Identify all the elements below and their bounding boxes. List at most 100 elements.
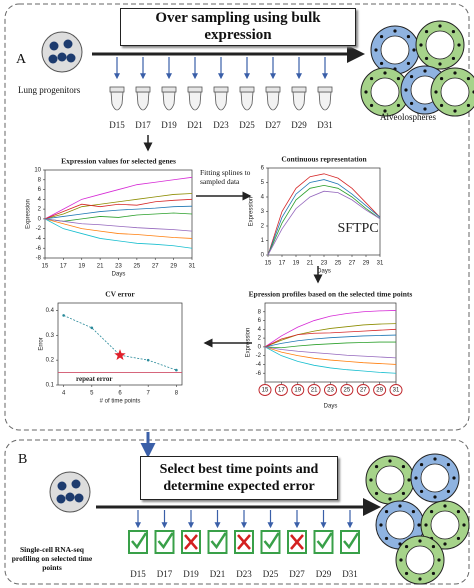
nucleus (466, 76, 471, 81)
chart-title: Epression profiles based on the selected… (249, 290, 413, 299)
series-line (264, 328, 397, 348)
x-tick-label: 31 (377, 261, 384, 267)
tube-cap (239, 86, 255, 93)
x-tick-label: 29 (363, 261, 370, 267)
cell (63, 39, 73, 49)
nucleus (457, 43, 461, 47)
y-tick-label: 0.1 (46, 383, 55, 389)
x-tick-label: 17 (278, 388, 285, 394)
cell-cluster (49, 471, 91, 513)
y-tick-label: 4 (38, 197, 42, 203)
y-tick-label: 0.3 (46, 333, 55, 339)
check-mark (210, 532, 227, 550)
x-tick-label: 29 (376, 388, 383, 394)
nucleus (369, 478, 373, 482)
x-axis-label: Days (112, 272, 126, 278)
nucleus (443, 504, 447, 508)
cell-cluster (41, 31, 83, 73)
nucleus (404, 571, 409, 576)
x-axis-label: # of time points (100, 399, 141, 405)
day-label: D31 (342, 569, 358, 579)
nucleus (374, 464, 379, 469)
nucleus (438, 24, 442, 28)
nucleus (388, 497, 392, 501)
sphere-lumen (430, 510, 460, 540)
nucleus (429, 509, 434, 514)
cell (71, 479, 81, 489)
cell (65, 492, 75, 502)
nucleus (433, 495, 437, 499)
nucleus (462, 523, 466, 527)
nucleus (383, 71, 387, 75)
tube (162, 91, 176, 111)
series-line (44, 193, 193, 220)
x-tick-label: 25 (335, 261, 342, 267)
nucleus (446, 489, 451, 494)
nucleus (453, 109, 457, 113)
series-line (44, 212, 193, 222)
tick-circle (356, 384, 370, 396)
x-tick-label: 23 (321, 261, 328, 267)
nucleus (431, 544, 436, 549)
tube (240, 91, 254, 111)
nucleus (399, 558, 403, 562)
nucleus (418, 539, 422, 543)
nucleus (409, 101, 414, 106)
nucleus (404, 88, 408, 92)
protocol-label: Single-cell RNA-seq profiling on selecte… (11, 545, 93, 572)
nucleus (438, 62, 442, 66)
nucleus (374, 48, 378, 52)
x-tick-label: 7 (147, 391, 151, 397)
check-mark (343, 532, 360, 550)
sphere-lumen (375, 465, 405, 495)
day-label: D17 (135, 120, 151, 130)
cv-point (90, 326, 94, 330)
day-label: D29 (291, 120, 307, 130)
day-label: D29 (316, 569, 332, 579)
y-tick-label: 6 (261, 166, 265, 172)
x-tick-label: 6 (118, 391, 122, 397)
check-mark (316, 532, 333, 550)
y-tick-label: 0.2 (46, 358, 55, 364)
y-tick-label: -2 (36, 226, 42, 232)
day-label: D21 (187, 120, 203, 130)
sphere-lumen (440, 77, 470, 107)
nucleus (433, 457, 437, 461)
cell (49, 41, 59, 51)
series-line (264, 341, 396, 349)
x-tick-label: 23 (115, 264, 122, 270)
nucleus (431, 571, 436, 576)
tick-circle (291, 384, 305, 396)
x-tick-label: 25 (134, 264, 141, 270)
day-label: D17 (157, 569, 173, 579)
y-tick-label: 1 (261, 238, 265, 244)
nucleus (404, 544, 409, 549)
day-label: D23 (213, 120, 229, 130)
nucleus (439, 103, 444, 108)
nucleus (411, 509, 416, 514)
tube-cap (161, 86, 177, 93)
chart-title: Continuous representation (281, 155, 367, 164)
nucleus (417, 523, 421, 527)
nucleus (398, 504, 402, 508)
y-tick-label: 8 (38, 177, 42, 183)
y-tick-label: 8 (258, 309, 262, 315)
plot-frame (44, 169, 193, 259)
tube-cap (187, 86, 203, 93)
target-label: Alveolospheres (380, 112, 436, 122)
nucleus (452, 476, 456, 480)
tube-cap (291, 86, 307, 93)
nucleus (384, 536, 389, 541)
x-tick-label: 27 (360, 388, 367, 394)
series-line (44, 198, 193, 220)
nucleus (453, 71, 457, 75)
nucleus (434, 90, 438, 94)
tube-cap (317, 86, 333, 93)
series-line (267, 190, 381, 256)
x-tick-label: 19 (294, 388, 301, 394)
series-line (264, 346, 397, 359)
nucleus (451, 29, 456, 34)
y-tick-label: 2 (38, 207, 42, 213)
cv-point (175, 368, 178, 372)
x-tick-label: 31 (189, 264, 196, 270)
